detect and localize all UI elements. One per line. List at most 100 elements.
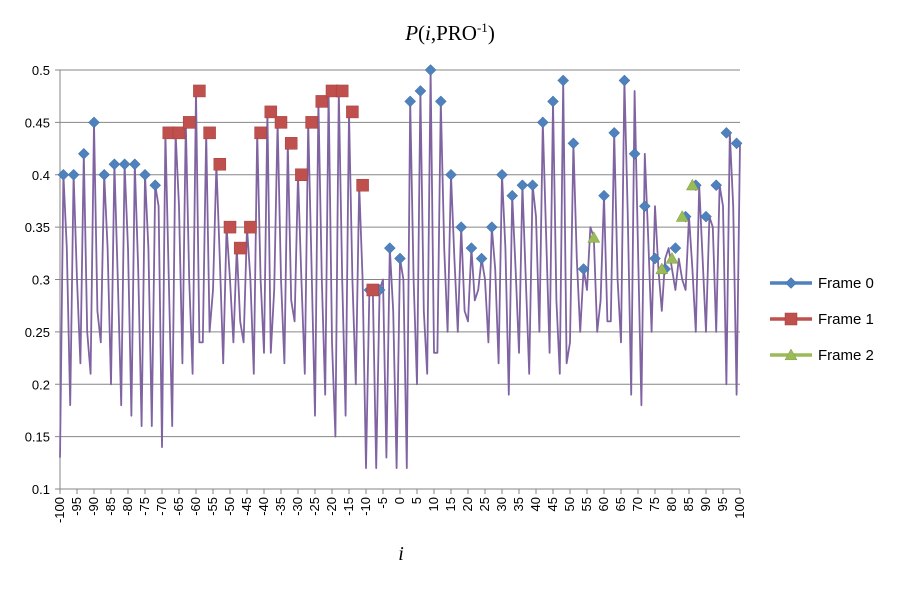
x-tick-label: -45 xyxy=(239,497,254,516)
y-tick-label: 0.25 xyxy=(25,325,50,340)
legend-label: Frame 1 xyxy=(818,311,874,328)
plot-area xyxy=(57,64,743,470)
x-tick-label: 30 xyxy=(494,497,509,511)
data-point xyxy=(567,137,580,150)
y-tick-label: 0.45 xyxy=(25,115,50,130)
x-tick-label: -35 xyxy=(273,497,288,516)
x-tick-label: 75 xyxy=(647,497,662,511)
data-point xyxy=(244,220,257,234)
x-tick-label: -70 xyxy=(154,497,169,516)
data-point xyxy=(67,168,80,181)
data-point xyxy=(638,200,651,213)
legend-marker xyxy=(785,277,797,289)
x-tick-label: 5 xyxy=(409,497,424,504)
data-point xyxy=(424,64,437,76)
x-tick-label: 100 xyxy=(732,497,747,519)
title-open: ( xyxy=(418,21,425,45)
x-tick-label: -10 xyxy=(358,497,373,516)
x-tick-label: 65 xyxy=(613,497,628,511)
data-point xyxy=(366,283,380,297)
x-tick-label: -30 xyxy=(290,497,305,516)
data-point xyxy=(233,241,247,255)
data-point xyxy=(608,126,621,139)
data-point xyxy=(577,263,590,275)
series-line xyxy=(59,69,741,470)
x-tick-label: -15 xyxy=(341,497,356,516)
legend-item: Frame 1 xyxy=(770,311,874,328)
x-tick-label: 15 xyxy=(443,497,458,511)
title-italic-p: P xyxy=(404,21,418,45)
data-point xyxy=(172,126,186,140)
data-point xyxy=(445,168,457,181)
data-point xyxy=(295,168,308,181)
data-point xyxy=(118,158,131,171)
series-2-markers xyxy=(587,178,699,275)
data-point xyxy=(598,189,610,202)
data-point xyxy=(305,116,318,129)
data-point xyxy=(414,85,427,97)
data-point xyxy=(485,221,498,233)
x-tick-label: -55 xyxy=(205,497,220,516)
y-tick-label: 0.15 xyxy=(25,430,50,445)
data-point xyxy=(356,178,369,192)
data-point xyxy=(128,158,141,171)
x-tick-label: 25 xyxy=(477,497,492,511)
title-close: ) xyxy=(488,21,495,45)
data-point xyxy=(383,242,396,254)
data-point xyxy=(536,116,549,129)
data-point xyxy=(720,126,733,139)
data-point xyxy=(57,168,70,181)
x-tick-label: 60 xyxy=(596,497,611,511)
x-tick-label: 0 xyxy=(392,497,407,504)
x-tick-label: 90 xyxy=(698,497,713,511)
x-axis-label: i xyxy=(398,543,404,565)
x-tick-label: 85 xyxy=(681,497,696,511)
legend-marker xyxy=(784,312,798,326)
x-tick-label: 35 xyxy=(511,497,526,511)
title-italic-i: i xyxy=(425,21,431,45)
x-tick-label: -20 xyxy=(324,497,339,516)
x-tick-label: 80 xyxy=(664,497,679,511)
data-point xyxy=(88,116,100,129)
data-point xyxy=(274,116,288,129)
data-point xyxy=(394,252,406,265)
x-tick-label: -85 xyxy=(103,497,118,516)
data-point xyxy=(516,179,529,192)
chart-title: P(i,PRO-1) xyxy=(404,20,495,45)
x-tick-label: -65 xyxy=(171,497,186,516)
data-point xyxy=(434,95,447,108)
legend: Frame 0 Frame 1 Frame 2 xyxy=(770,275,874,364)
x-tick-label: 50 xyxy=(562,497,577,511)
series-1-markers xyxy=(162,84,380,297)
data-point xyxy=(465,242,478,254)
x-tick-label: 20 xyxy=(460,497,475,511)
x-tick-label: 10 xyxy=(426,497,441,511)
x-tick-label: -95 xyxy=(69,497,84,516)
data-point xyxy=(213,158,227,171)
data-point xyxy=(98,168,111,181)
data-point xyxy=(203,126,216,140)
data-point xyxy=(669,242,682,254)
data-point xyxy=(149,179,162,192)
x-tick-label: -50 xyxy=(222,497,237,516)
data-point xyxy=(628,147,641,160)
data-point xyxy=(547,95,559,108)
y-tick-label: 0.5 xyxy=(32,63,50,78)
y-tick-label: 0.2 xyxy=(32,377,50,392)
data-point xyxy=(685,178,699,191)
data-point xyxy=(526,179,539,192)
data-point xyxy=(108,158,121,171)
data-point xyxy=(710,179,723,192)
data-point xyxy=(557,74,570,87)
legend-marker xyxy=(784,348,798,361)
legend-item: Frame 0 xyxy=(770,275,874,292)
data-point xyxy=(618,74,631,87)
legend-item: Frame 2 xyxy=(770,347,874,364)
x-tick-label: 55 xyxy=(579,497,594,511)
y-tick-label: 0.35 xyxy=(25,220,50,235)
x-tick-label: -75 xyxy=(137,497,152,516)
x-axis-ticks: -100 -95 -90 -85 -80 -75 -70 -65 -60 -55 -50 -45 -40… xyxy=(52,489,747,523)
data-point xyxy=(346,105,359,119)
x-tick-label: 45 xyxy=(545,497,560,511)
